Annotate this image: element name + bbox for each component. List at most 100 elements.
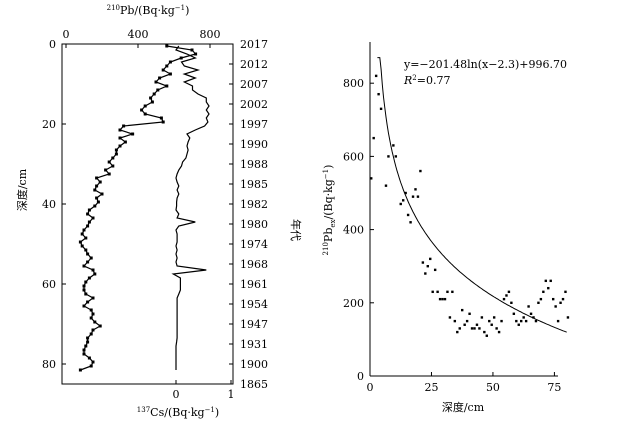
pb210-point — [91, 312, 95, 316]
year-tick-label: 1985 — [240, 178, 268, 191]
right-panel: 深度/cm 210Pbex/(Bq·kg−1) y=−201.48ln(x−2.… — [322, 42, 570, 414]
year-tick-label: 1947 — [240, 318, 268, 331]
scatter-point — [401, 199, 405, 202]
top-tick-label: 0 — [63, 28, 70, 41]
scatter-point — [461, 308, 464, 312]
scatter-point — [549, 279, 552, 283]
scatter-point — [492, 316, 496, 319]
scatter-point — [507, 290, 511, 294]
right-x-tick-label: 75 — [547, 381, 561, 394]
year-tick-label: 1974 — [240, 238, 268, 251]
scatter-point — [480, 316, 484, 319]
scatter-point — [554, 305, 557, 308]
scatter-point — [387, 155, 390, 158]
pb210-point — [156, 88, 160, 92]
pb210-point — [158, 76, 162, 80]
right-x-tick-label: 25 — [424, 381, 438, 394]
depth-tick-label: 80 — [42, 358, 56, 371]
scatter-point — [542, 290, 545, 294]
scatter-point — [436, 290, 439, 294]
pb210-point — [118, 128, 122, 132]
pb210-point — [118, 144, 122, 148]
pb210-point — [82, 348, 86, 352]
pb210-point — [82, 304, 86, 308]
pb210-point — [107, 160, 111, 164]
scatter-point — [424, 272, 427, 275]
pb210-point — [98, 180, 102, 184]
pb210-point — [100, 192, 104, 196]
pb210-point — [86, 340, 90, 344]
scatter-point — [534, 319, 538, 323]
scatter-point — [473, 327, 476, 330]
scatter-point — [443, 297, 447, 301]
fit-curve — [377, 57, 567, 333]
pb210-point — [122, 124, 126, 128]
bottom-tick-label: 1 — [228, 388, 235, 401]
scatter-point — [527, 305, 530, 308]
scatter-point — [510, 301, 513, 304]
pb210-point — [87, 220, 91, 224]
scatter-point — [537, 301, 540, 304]
depth-tick-label: 40 — [42, 198, 56, 211]
scatter-point — [372, 136, 375, 140]
scatter-point — [392, 144, 395, 147]
scatter-point — [512, 312, 516, 315]
pb210-point — [91, 328, 95, 332]
pb210-point — [89, 364, 93, 368]
pb210-point — [84, 236, 88, 240]
year-tick-label: 1990 — [240, 138, 268, 151]
year-tick-label: 2012 — [240, 58, 268, 71]
pb210-point — [165, 64, 169, 68]
depth-tick-label: 20 — [42, 118, 56, 131]
pb210-point — [89, 256, 93, 260]
pb210-point — [95, 196, 99, 200]
scatter-point — [500, 319, 503, 323]
cs137-profile-line — [171, 45, 210, 370]
scatter-point — [515, 319, 518, 323]
pb210-point — [95, 176, 99, 180]
pb210-point — [84, 292, 88, 296]
pb210-point — [89, 308, 93, 312]
year-tick-label: 1865 — [240, 378, 268, 391]
scatter-point — [561, 297, 565, 301]
right-y-axis-label: 210Pbex/(Bq·kg−1) — [322, 165, 337, 256]
pb210-point — [104, 168, 108, 172]
scatter-point — [448, 316, 452, 319]
pb210-point — [154, 80, 158, 84]
scatter-point — [416, 195, 420, 198]
pb210-point — [168, 72, 172, 76]
scatter-point — [468, 312, 471, 315]
fit-equation: y=−201.48ln(x−2.3)+996.70 — [403, 58, 567, 71]
pb210-point — [96, 200, 100, 204]
scatter-point — [475, 323, 479, 326]
pb210-point — [89, 316, 93, 320]
pb210-point — [114, 148, 118, 152]
pb210-point — [82, 352, 86, 356]
left-plot-frame — [61, 43, 234, 385]
pb210-point — [161, 68, 165, 72]
top-tick-label: 400 — [128, 28, 149, 41]
pb210-point — [82, 264, 86, 268]
right-y-tick-label: 800 — [343, 77, 364, 90]
scatter-point — [495, 327, 498, 330]
bottom-tick-label: 0 — [173, 388, 180, 401]
pb210-point — [179, 56, 183, 60]
scatter-point — [433, 268, 437, 272]
pb210-point — [86, 212, 90, 216]
pb210-point — [95, 184, 99, 188]
pb210-point — [93, 204, 97, 208]
year-tick-label: 2002 — [240, 98, 268, 111]
scatter-point — [421, 261, 425, 264]
scatter-point — [485, 334, 488, 337]
pb210-point — [143, 104, 147, 108]
scatter-point — [465, 319, 469, 323]
pb210-point — [86, 224, 90, 228]
year-tick-label: 1982 — [240, 198, 268, 211]
year-axis-label: 年代 — [289, 219, 303, 241]
pb210-point — [82, 288, 86, 292]
year-tick-label: 1968 — [240, 258, 268, 271]
scatter-point — [478, 327, 481, 330]
pb210-point — [98, 324, 102, 328]
scatter-point — [502, 297, 506, 301]
